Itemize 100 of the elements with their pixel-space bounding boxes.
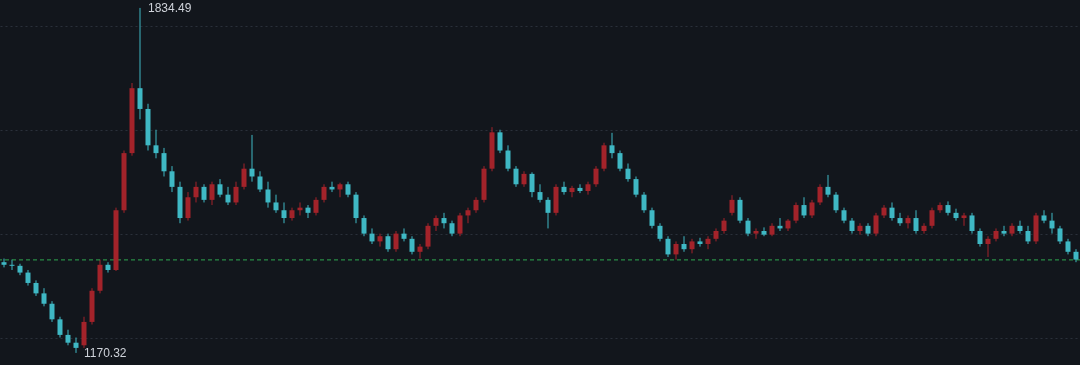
candlestick	[457, 212, 463, 237]
candlestick	[953, 208, 959, 222]
candlestick	[609, 132, 615, 159]
candlestick	[881, 204, 887, 219]
candlestick	[433, 214, 439, 232]
candlestick	[825, 174, 831, 198]
candlestick	[273, 194, 279, 214]
candlestick	[225, 186, 231, 206]
candlestick	[593, 165, 599, 188]
candlestick	[257, 170, 263, 193]
candlestick	[561, 181, 567, 196]
candlestick	[81, 316, 87, 349]
candlestick	[737, 196, 743, 224]
candlestick	[529, 171, 535, 198]
candlestick	[1041, 209, 1047, 224]
candlestick	[233, 181, 239, 206]
candlestick	[1, 258, 7, 268]
candlestick	[513, 165, 519, 188]
candlestick	[249, 134, 255, 183]
candlestick	[929, 207, 935, 229]
candlestick	[137, 7, 143, 120]
candlestick	[169, 165, 175, 193]
candlestick	[377, 233, 383, 248]
candlestick	[353, 191, 359, 224]
candlestick	[161, 147, 167, 177]
candlestick	[9, 259, 15, 271]
candlestick	[793, 201, 799, 224]
candlestick	[905, 214, 911, 229]
candlestick	[897, 212, 903, 227]
candlestick	[305, 204, 311, 219]
candlestick	[545, 196, 551, 229]
candlestick	[697, 237, 703, 248]
candlestick	[105, 261, 111, 274]
candlestick	[649, 207, 655, 229]
candlestick	[153, 129, 159, 159]
candlestick	[809, 199, 815, 219]
candlestick	[601, 142, 607, 172]
candlestick	[537, 183, 543, 203]
candlestick	[745, 217, 751, 237]
candlestick	[569, 185, 575, 198]
candlestick	[585, 181, 591, 196]
candlestick	[313, 196, 319, 216]
candlestick	[681, 235, 687, 253]
candlestick	[761, 226, 767, 237]
candlestick	[873, 212, 879, 237]
candlestick	[617, 150, 623, 172]
candlestick	[425, 222, 431, 250]
candlestick	[73, 337, 79, 354]
candlestick	[665, 235, 671, 258]
candlestick	[1057, 225, 1063, 245]
candlestick	[625, 163, 631, 183]
candlestick	[969, 212, 975, 235]
candlestick	[441, 212, 447, 229]
candlestick	[41, 287, 47, 307]
candlestick	[409, 235, 415, 255]
candlestick	[337, 182, 343, 198]
candlestick	[1017, 220, 1023, 235]
candlestick	[217, 178, 223, 198]
candlestick	[209, 181, 215, 206]
candlestick	[729, 194, 735, 216]
candlestick	[321, 183, 327, 203]
candlestick	[193, 181, 199, 203]
candlestick	[633, 175, 639, 198]
candlestick	[201, 183, 207, 203]
candlestick	[57, 316, 63, 339]
candlestick	[401, 227, 407, 242]
candlestick	[961, 212, 967, 227]
annotation: 1170.32	[84, 345, 127, 360]
candlestick	[641, 191, 647, 214]
candlestick	[265, 181, 271, 209]
candlestick	[369, 227, 375, 245]
candlestick	[673, 240, 679, 261]
candlestick	[753, 227, 759, 240]
candlestick	[1025, 225, 1031, 245]
candlestick	[505, 144, 511, 172]
candlestick	[913, 209, 919, 235]
candlestick	[921, 222, 927, 235]
candlestick	[241, 163, 247, 190]
candlestick	[985, 235, 991, 258]
candlestick	[801, 196, 807, 219]
candlestick	[361, 214, 367, 237]
candlestick	[385, 233, 391, 253]
candlestick	[497, 129, 503, 154]
candlestick	[417, 243, 423, 260]
candlestick	[857, 222, 863, 236]
candlestick	[889, 201, 895, 222]
candlestick	[977, 227, 983, 248]
candlestick	[937, 201, 943, 214]
candlestick	[465, 207, 471, 224]
candlestick	[833, 191, 839, 214]
candlestick	[185, 191, 191, 222]
candlestick	[577, 183, 583, 194]
candlestick	[1049, 212, 1055, 235]
candlestick	[705, 235, 711, 250]
candlestick	[1001, 225, 1007, 237]
candlestick	[49, 300, 55, 323]
annotation: 1834.49	[148, 0, 192, 15]
candlestick	[657, 222, 663, 242]
candlestick	[393, 230, 399, 253]
candlestick	[281, 201, 287, 224]
